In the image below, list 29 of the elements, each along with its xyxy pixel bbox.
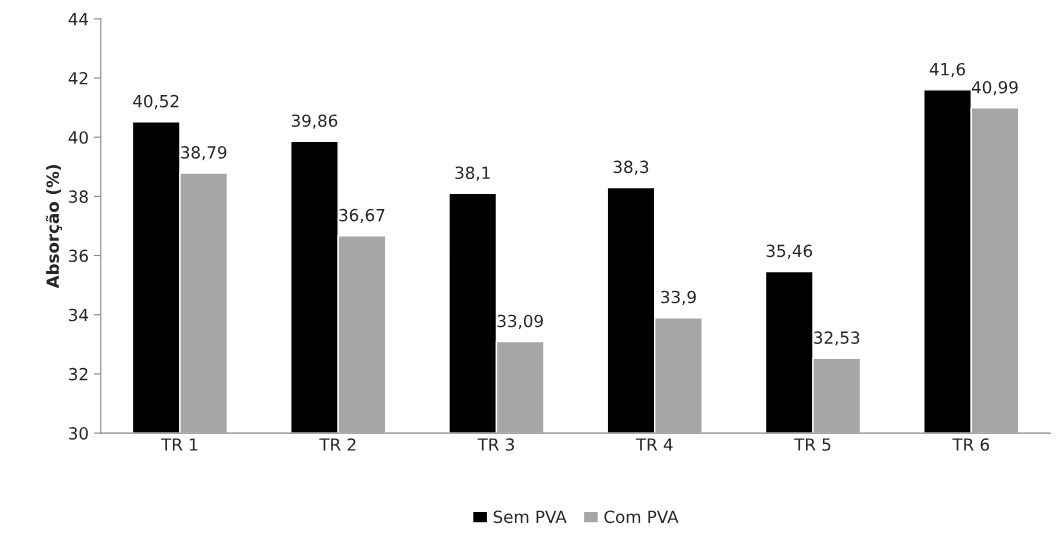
data-label: 33,9 — [661, 290, 696, 306]
x-tick-label: TR 4 — [635, 438, 673, 451]
y-tick-label: 42 — [68, 71, 88, 85]
y-tick-label: 44 — [68, 13, 89, 26]
data-label: 38,1 — [455, 166, 490, 181]
legend-label: Com PVA — [604, 510, 679, 524]
y-tick-label: 40 — [68, 131, 88, 144]
data-label: 32,53 — [814, 331, 860, 346]
y-tick-label: 36 — [69, 249, 88, 263]
x-tick-label: TR 3 — [477, 438, 514, 451]
x-tick-label: TR 6 — [952, 438, 990, 451]
data-label: 38,3 — [613, 160, 649, 175]
x-tick-label: TR 1 — [161, 438, 198, 451]
data-label: 33,09 — [497, 314, 543, 330]
y-tick-label: 34 — [69, 308, 89, 322]
x-tick-label: TR 2 — [319, 438, 356, 451]
data-label: 36,67 — [339, 208, 385, 224]
x-tick-label: TR 5 — [794, 438, 831, 451]
data-label: 40,99 — [971, 80, 1018, 96]
data-label: 39,86 — [291, 114, 338, 129]
y-tick-label: 32 — [69, 367, 88, 381]
y-tick-label: 38 — [69, 190, 88, 203]
y-tick-label: 30 — [69, 427, 88, 440]
data-label: 40,52 — [133, 94, 179, 110]
y-axis-title: Absorção (%) — [45, 165, 63, 289]
data-label: 41,6 — [929, 62, 966, 78]
data-label: 35,46 — [766, 244, 813, 259]
data-label: 38,79 — [181, 146, 227, 161]
legend-label: Sem PVA — [493, 510, 567, 524]
